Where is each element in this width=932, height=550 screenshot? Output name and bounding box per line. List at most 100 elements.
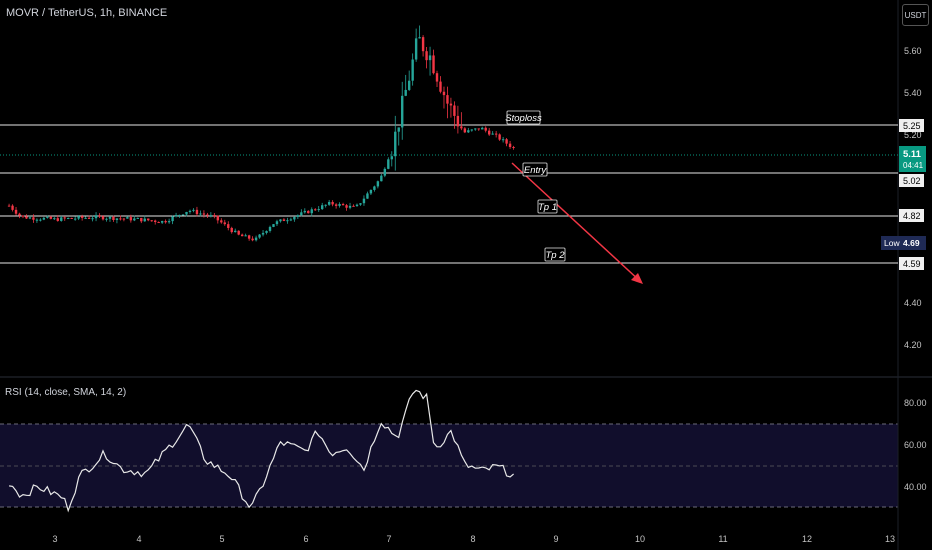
candle-body <box>341 204 345 206</box>
price-axis[interactable]: 5.60 5.40 5.20 4.40 4.20 <box>904 46 922 350</box>
candle-body <box>324 204 327 206</box>
candle-body <box>77 216 80 219</box>
projection-arrow[interactable] <box>511 162 642 283</box>
projection-arrow-head <box>631 273 643 284</box>
candle-body <box>404 89 407 96</box>
candle-body <box>261 232 265 235</box>
candle-body <box>94 215 98 219</box>
time-tick: 9 <box>553 534 558 544</box>
candle-body <box>376 181 380 187</box>
candle-body <box>39 219 42 221</box>
entry-annotation[interactable]: Entry <box>522 162 548 177</box>
candle-body <box>317 209 320 211</box>
candle-body <box>456 115 460 127</box>
candle-body <box>49 216 53 219</box>
candle-body <box>157 221 160 223</box>
candle-body <box>432 55 435 74</box>
symbol-title[interactable]: MOVR / TetherUS, 1h, BINANCE <box>6 7 168 19</box>
tp1-price-label: 4.82 <box>903 211 921 221</box>
candle-body <box>498 134 501 140</box>
tp1-annotation[interactable]: Tp 1 <box>537 199 558 214</box>
currency-selector[interactable]: USDT <box>902 4 929 26</box>
candle-body <box>105 218 108 220</box>
candle-body <box>35 219 39 221</box>
countdown-value: 04:41 <box>903 161 924 170</box>
low-badge: Low 4.69 <box>881 236 926 250</box>
current-price-badge: 5.11 04:41 <box>899 146 926 172</box>
candle-body <box>140 217 143 222</box>
candle-body <box>425 51 428 61</box>
rsi-tick: 80.00 <box>904 398 927 408</box>
candle-body <box>345 205 348 208</box>
time-tick: 3 <box>52 534 57 544</box>
candle-body <box>251 238 254 241</box>
candle-body <box>460 126 463 129</box>
candle-body <box>150 220 153 222</box>
candle-body <box>247 235 251 239</box>
candle-body <box>279 219 282 222</box>
candle-body <box>334 204 338 206</box>
candle-body <box>401 95 404 128</box>
stoploss-annotation[interactable]: Stoploss <box>505 110 542 125</box>
stoploss-label: Stoploss <box>505 113 542 124</box>
candle-body <box>494 133 498 135</box>
candle-body <box>129 217 133 221</box>
candle-body <box>115 218 119 221</box>
tp2-annotation[interactable]: Tp 2 <box>544 247 566 262</box>
level-price-labels: 5.25 5.02 4.82 4.59 <box>899 119 924 270</box>
candle-body <box>383 168 387 176</box>
candle-body <box>366 193 369 199</box>
candle-body <box>428 55 432 61</box>
candle-body <box>414 38 418 60</box>
candle-body <box>286 220 289 222</box>
candle-body <box>411 59 414 81</box>
current-price-value: 5.11 <box>903 149 922 160</box>
rsi-indicator-title[interactable]: RSI (14, close, SMA, 14, 2) <box>5 387 127 398</box>
rsi-tick: 60.00 <box>904 440 927 450</box>
candle-body <box>314 209 317 211</box>
candle-body <box>442 91 446 96</box>
candle-body <box>188 210 192 212</box>
candle-body <box>240 234 244 237</box>
candle-body <box>453 105 456 116</box>
rsi-axis[interactable]: 80.00 60.00 40.00 <box>904 398 927 492</box>
candle-body <box>293 216 296 220</box>
candle-body <box>390 156 393 160</box>
candle-body <box>209 215 213 217</box>
candle-body <box>80 216 84 218</box>
candle-body <box>446 95 449 104</box>
candle-body <box>331 201 334 205</box>
candle-body <box>112 216 115 221</box>
candle-body <box>53 218 56 220</box>
time-tick: 7 <box>386 534 391 544</box>
candle-body <box>397 127 400 132</box>
candle-body <box>244 235 247 237</box>
candle-body <box>42 217 46 220</box>
candle-body <box>505 139 508 144</box>
candle-body <box>369 189 373 194</box>
candle-body <box>321 205 324 210</box>
time-tick: 12 <box>802 534 812 544</box>
price-tick: 5.20 <box>904 130 922 140</box>
candle-body <box>481 127 484 130</box>
candle-body <box>254 237 258 241</box>
candle-body <box>136 217 140 219</box>
time-tick: 10 <box>635 534 645 544</box>
candle-body <box>63 217 66 219</box>
candle-body <box>181 214 185 216</box>
time-tick: 6 <box>303 534 308 544</box>
candle-body <box>348 205 352 208</box>
candle-body <box>147 218 150 221</box>
candle-body <box>28 217 32 219</box>
candle-body <box>101 216 105 220</box>
candle-body <box>512 147 515 149</box>
candle-body <box>202 213 206 215</box>
time-axis[interactable]: 3 4 5 6 7 8 9 10 11 12 13 <box>52 534 895 544</box>
candle-body <box>160 220 164 223</box>
candle-body <box>164 220 167 223</box>
candle-body <box>98 215 101 217</box>
stoploss-price-label: 5.25 <box>903 121 921 131</box>
candle-body <box>477 128 480 130</box>
time-tick: 4 <box>136 534 141 544</box>
